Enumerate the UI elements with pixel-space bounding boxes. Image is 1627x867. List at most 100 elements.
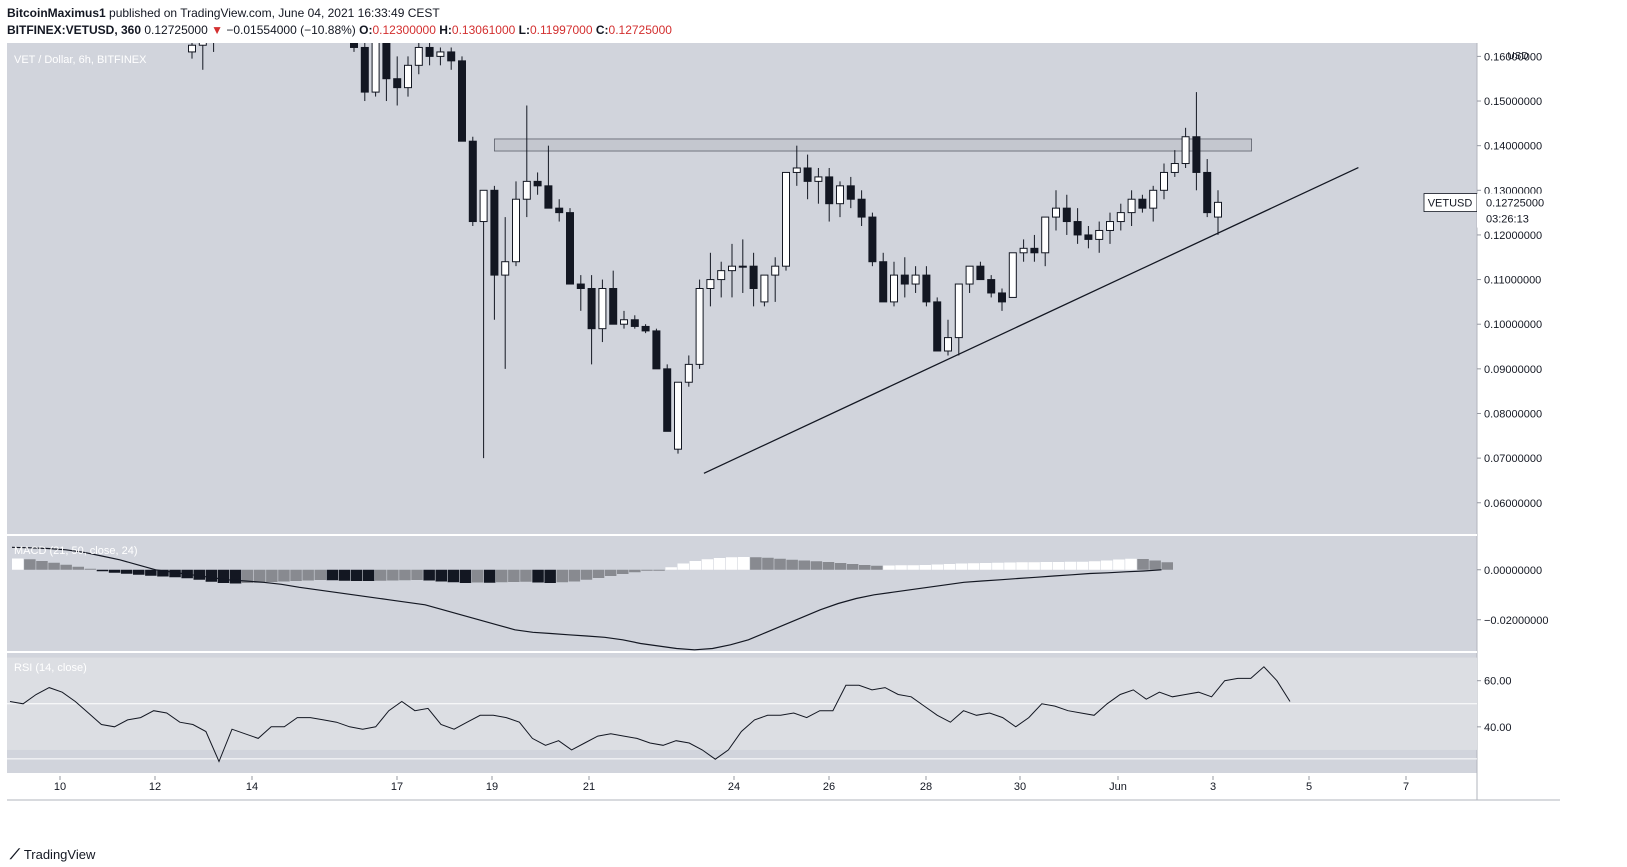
macd-histogram-bar: [846, 564, 859, 570]
candle: [447, 51, 456, 62]
macd-histogram-bar: [1149, 560, 1161, 570]
macd-histogram-bar: [665, 567, 677, 570]
candle: [318, 16, 325, 25]
candle: [890, 274, 898, 303]
candle: [674, 381, 682, 450]
candle: [1160, 171, 1168, 191]
macd-histogram-bar: [48, 562, 60, 570]
candle: [663, 368, 672, 432]
author-name[interactable]: BitcoinMaximus1: [7, 6, 106, 20]
candle: [1062, 207, 1071, 223]
candle: [900, 274, 909, 285]
macd-histogram-bar: [278, 569, 290, 582]
last-price: 0.12725000: [144, 23, 208, 37]
price-tick-label: 0.07000000: [1484, 453, 1542, 465]
candle: [587, 288, 596, 330]
candle: [425, 46, 434, 57]
macd-histogram-bar: [241, 569, 254, 583]
rsi-pane-title: RSI (14, close): [14, 662, 87, 674]
macd-histogram-bar: [641, 569, 653, 571]
macd-histogram-bar: [399, 569, 411, 581]
macd-histogram-bar: [96, 569, 109, 572]
candle: [1214, 201, 1222, 218]
support-trendline: [703, 166, 1359, 474]
candle: [232, 21, 239, 28]
macd-histogram-bar: [629, 569, 641, 573]
time-tick-label: 19: [486, 781, 498, 793]
last-price-symbol: VETUSD: [1428, 198, 1473, 210]
macd-histogram-bar: [133, 569, 145, 575]
macd-histogram-bar: [980, 563, 992, 570]
candle: [825, 176, 834, 205]
macd-histogram-bar: [84, 568, 97, 570]
macd-histogram-bar: [967, 563, 980, 570]
macd-histogram-bar: [871, 565, 883, 570]
rsi-line: [9, 666, 1291, 763]
macd-histogram-bar: [229, 569, 242, 584]
macd-histogram-bar: [145, 569, 157, 576]
candle: [1019, 247, 1028, 254]
candle: [760, 274, 769, 303]
high-value: 0.13061000: [451, 23, 516, 37]
price-axis-currency: USD: [1507, 51, 1528, 62]
macd-histogram-bar: [568, 569, 581, 582]
candle: [1127, 198, 1136, 214]
macd-histogram-bar: [677, 563, 689, 570]
publish-text: published on TradingView.com, June 04, 2…: [105, 6, 440, 20]
macd-histogram-bar: [24, 559, 36, 570]
candle: [1030, 247, 1039, 254]
close-label: C:: [595, 23, 609, 37]
macd-histogram-bar: [592, 569, 605, 578]
macd-histogram-bar: [387, 569, 399, 581]
candle: [210, 30, 217, 39]
macd-histogram-bar: [1101, 560, 1113, 570]
macd-histogram-bar: [955, 563, 968, 570]
candle: [414, 46, 423, 66]
time-tick-label: Jun: [1109, 781, 1127, 793]
candle: [1149, 189, 1158, 209]
macd-histogram-bar: [750, 557, 762, 570]
macd-histogram-bar: [471, 569, 484, 583]
candle: [976, 265, 985, 281]
macd-histogram-bar: [532, 569, 544, 583]
macd-histogram-bar: [496, 569, 508, 583]
bar-countdown: 03:26:13: [1486, 214, 1529, 226]
time-tick-label: 28: [920, 781, 932, 793]
macd-histogram-bar: [326, 569, 339, 581]
macd-histogram-bar: [290, 569, 302, 581]
candle: [1192, 136, 1201, 173]
candle: [1052, 207, 1060, 218]
candle: [1116, 212, 1125, 223]
candle: [954, 283, 963, 339]
price-panel: [7, 43, 1477, 534]
candle: [684, 363, 693, 383]
macd-histogram-bar: [314, 569, 326, 580]
candle: [490, 189, 499, 276]
candle: [836, 185, 844, 205]
candle: [253, 12, 260, 16]
macd-histogram-bar: [762, 557, 774, 570]
high-label: H:: [439, 23, 452, 37]
macd-tick-label: 0.00000000: [1484, 565, 1542, 577]
macd-histogram-bar: [1028, 562, 1040, 570]
candle: [512, 198, 520, 263]
candle: [275, 7, 282, 14]
candle: [771, 265, 780, 276]
macd-histogram-bar: [423, 569, 435, 581]
candle: [479, 189, 488, 223]
macd-histogram-bar: [362, 569, 375, 581]
price-tick-label: 0.08000000: [1484, 408, 1542, 420]
candle: [738, 265, 747, 268]
macd-histogram-bar: [1137, 559, 1149, 570]
candle: [286, 7, 293, 11]
price-tick-label: 0.11000000: [1484, 275, 1541, 287]
candle: [221, 27, 228, 29]
candle: [297, 10, 304, 12]
candle: [458, 60, 466, 142]
candle: [630, 319, 639, 327]
price-change: −0.01554000 (−10.88%): [226, 23, 356, 37]
macd-histogram-bar: [120, 569, 133, 574]
brand-text: TradingView: [23, 847, 96, 862]
candle: [1041, 216, 1050, 254]
